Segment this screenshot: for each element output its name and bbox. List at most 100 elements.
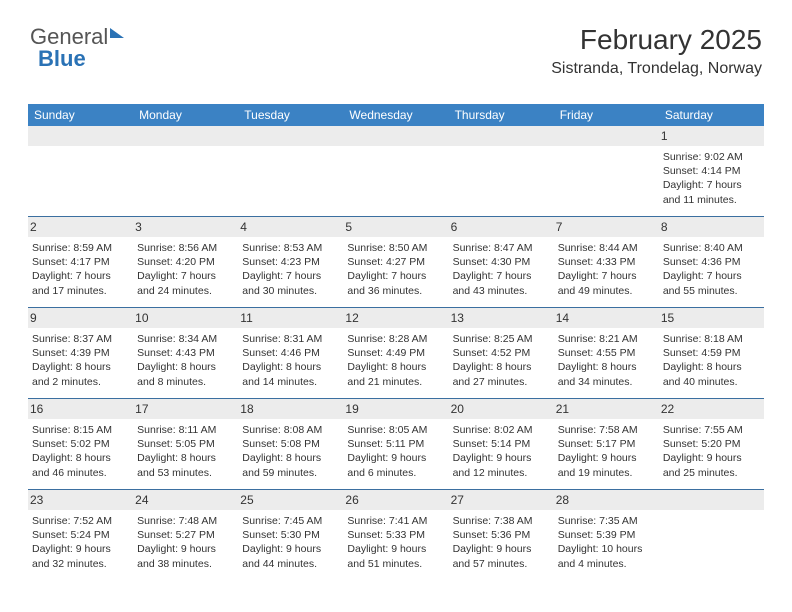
week-daynum-row: 9101112131415 [28, 307, 764, 328]
day-cell: Sunrise: 7:48 AMSunset: 5:27 PMDaylight:… [133, 510, 238, 580]
day-cell: Sunrise: 8:47 AMSunset: 4:30 PMDaylight:… [449, 237, 554, 307]
weeks-container: 1Sunrise: 9:02 AMSunset: 4:14 PMDaylight… [28, 126, 764, 580]
day-cell: Sunrise: 8:37 AMSunset: 4:39 PMDaylight:… [28, 328, 133, 398]
day-number [343, 126, 448, 146]
day-number-cell: 24 [133, 490, 238, 510]
day-number-cell [133, 126, 238, 146]
weekday-header: Tuesday [238, 104, 343, 126]
day-info: Sunrise: 7:52 AMSunset: 5:24 PMDaylight:… [32, 512, 129, 571]
day-cell: Sunrise: 7:38 AMSunset: 5:36 PMDaylight:… [449, 510, 554, 580]
day-number: 25 [238, 490, 343, 510]
day-info: Sunrise: 8:50 AMSunset: 4:27 PMDaylight:… [347, 239, 444, 298]
week-info-row: Sunrise: 8:37 AMSunset: 4:39 PMDaylight:… [28, 328, 764, 398]
day-cell: Sunrise: 8:40 AMSunset: 4:36 PMDaylight:… [659, 237, 764, 307]
weekday-header: Sunday [28, 104, 133, 126]
day-number-cell: 28 [554, 490, 659, 510]
day-number-cell [343, 126, 448, 146]
logo-triangle-icon [110, 28, 124, 38]
day-number: 26 [343, 490, 448, 510]
day-cell: Sunrise: 8:15 AMSunset: 5:02 PMDaylight:… [28, 419, 133, 489]
day-cell [28, 146, 133, 216]
day-info: Sunrise: 8:59 AMSunset: 4:17 PMDaylight:… [32, 239, 129, 298]
day-cell: Sunrise: 7:41 AMSunset: 5:33 PMDaylight:… [343, 510, 448, 580]
day-cell [449, 146, 554, 216]
day-info: Sunrise: 9:02 AMSunset: 4:14 PMDaylight:… [663, 148, 760, 207]
day-number-cell: 19 [343, 399, 448, 419]
day-cell: Sunrise: 8:31 AMSunset: 4:46 PMDaylight:… [238, 328, 343, 398]
day-number: 23 [28, 490, 133, 510]
day-info: Sunrise: 8:18 AMSunset: 4:59 PMDaylight:… [663, 330, 760, 389]
day-number: 1 [659, 126, 764, 146]
day-number-cell: 7 [554, 217, 659, 237]
day-cell [133, 146, 238, 216]
day-cell: Sunrise: 7:45 AMSunset: 5:30 PMDaylight:… [238, 510, 343, 580]
day-number: 3 [133, 217, 238, 237]
day-number: 5 [343, 217, 448, 237]
day-number-cell [449, 126, 554, 146]
weekday-header-row: SundayMondayTuesdayWednesdayThursdayFrid… [28, 104, 764, 126]
day-number-cell: 9 [28, 308, 133, 328]
day-cell: Sunrise: 8:25 AMSunset: 4:52 PMDaylight:… [449, 328, 554, 398]
day-info: Sunrise: 7:35 AMSunset: 5:39 PMDaylight:… [558, 512, 655, 571]
day-cell: Sunrise: 7:52 AMSunset: 5:24 PMDaylight:… [28, 510, 133, 580]
day-cell: Sunrise: 8:18 AMSunset: 4:59 PMDaylight:… [659, 328, 764, 398]
day-number: 4 [238, 217, 343, 237]
day-info: Sunrise: 7:58 AMSunset: 5:17 PMDaylight:… [558, 421, 655, 480]
day-info: Sunrise: 7:55 AMSunset: 5:20 PMDaylight:… [663, 421, 760, 480]
day-number: 27 [449, 490, 554, 510]
week-info-row: Sunrise: 8:59 AMSunset: 4:17 PMDaylight:… [28, 237, 764, 307]
day-number-cell: 8 [659, 217, 764, 237]
page-header: February 2025 Sistranda, Trondelag, Norw… [551, 24, 762, 78]
day-number [133, 126, 238, 146]
weekday-header: Friday [554, 104, 659, 126]
day-number-cell [28, 126, 133, 146]
day-info: Sunrise: 8:25 AMSunset: 4:52 PMDaylight:… [453, 330, 550, 389]
day-number: 13 [449, 308, 554, 328]
day-cell: Sunrise: 8:28 AMSunset: 4:49 PMDaylight:… [343, 328, 448, 398]
day-number-cell: 6 [449, 217, 554, 237]
day-number [28, 126, 133, 146]
day-cell [659, 510, 764, 580]
logo-text-2: Blue [38, 46, 86, 71]
day-cell: Sunrise: 7:58 AMSunset: 5:17 PMDaylight:… [554, 419, 659, 489]
day-number-cell: 14 [554, 308, 659, 328]
week-daynum-row: 16171819202122 [28, 398, 764, 419]
day-number: 9 [28, 308, 133, 328]
day-info: Sunrise: 8:15 AMSunset: 5:02 PMDaylight:… [32, 421, 129, 480]
day-cell [238, 146, 343, 216]
day-number-cell [554, 126, 659, 146]
day-number: 12 [343, 308, 448, 328]
day-number-cell: 20 [449, 399, 554, 419]
day-info: Sunrise: 7:38 AMSunset: 5:36 PMDaylight:… [453, 512, 550, 571]
day-info: Sunrise: 8:05 AMSunset: 5:11 PMDaylight:… [347, 421, 444, 480]
day-number: 15 [659, 308, 764, 328]
day-number: 6 [449, 217, 554, 237]
day-info: Sunrise: 8:37 AMSunset: 4:39 PMDaylight:… [32, 330, 129, 389]
day-cell: Sunrise: 8:44 AMSunset: 4:33 PMDaylight:… [554, 237, 659, 307]
day-number: 17 [133, 399, 238, 419]
day-number: 10 [133, 308, 238, 328]
day-number: 22 [659, 399, 764, 419]
day-number-cell: 18 [238, 399, 343, 419]
day-number-cell: 12 [343, 308, 448, 328]
day-number-cell [659, 490, 764, 510]
week-daynum-row: 2345678 [28, 216, 764, 237]
day-number: 14 [554, 308, 659, 328]
day-cell: Sunrise: 8:56 AMSunset: 4:20 PMDaylight:… [133, 237, 238, 307]
week-daynum-row: 232425262728 [28, 489, 764, 510]
day-info: Sunrise: 8:08 AMSunset: 5:08 PMDaylight:… [242, 421, 339, 480]
day-number-cell: 21 [554, 399, 659, 419]
day-number: 19 [343, 399, 448, 419]
day-cell: Sunrise: 8:53 AMSunset: 4:23 PMDaylight:… [238, 237, 343, 307]
day-number: 8 [659, 217, 764, 237]
day-number-cell: 4 [238, 217, 343, 237]
day-number: 18 [238, 399, 343, 419]
day-info: Sunrise: 8:34 AMSunset: 4:43 PMDaylight:… [137, 330, 234, 389]
day-number-cell: 1 [659, 126, 764, 146]
day-info: Sunrise: 8:28 AMSunset: 4:49 PMDaylight:… [347, 330, 444, 389]
week-daynum-row: 1 [28, 126, 764, 146]
day-number: 20 [449, 399, 554, 419]
day-number-cell: 11 [238, 308, 343, 328]
day-cell [554, 146, 659, 216]
day-info: Sunrise: 8:47 AMSunset: 4:30 PMDaylight:… [453, 239, 550, 298]
